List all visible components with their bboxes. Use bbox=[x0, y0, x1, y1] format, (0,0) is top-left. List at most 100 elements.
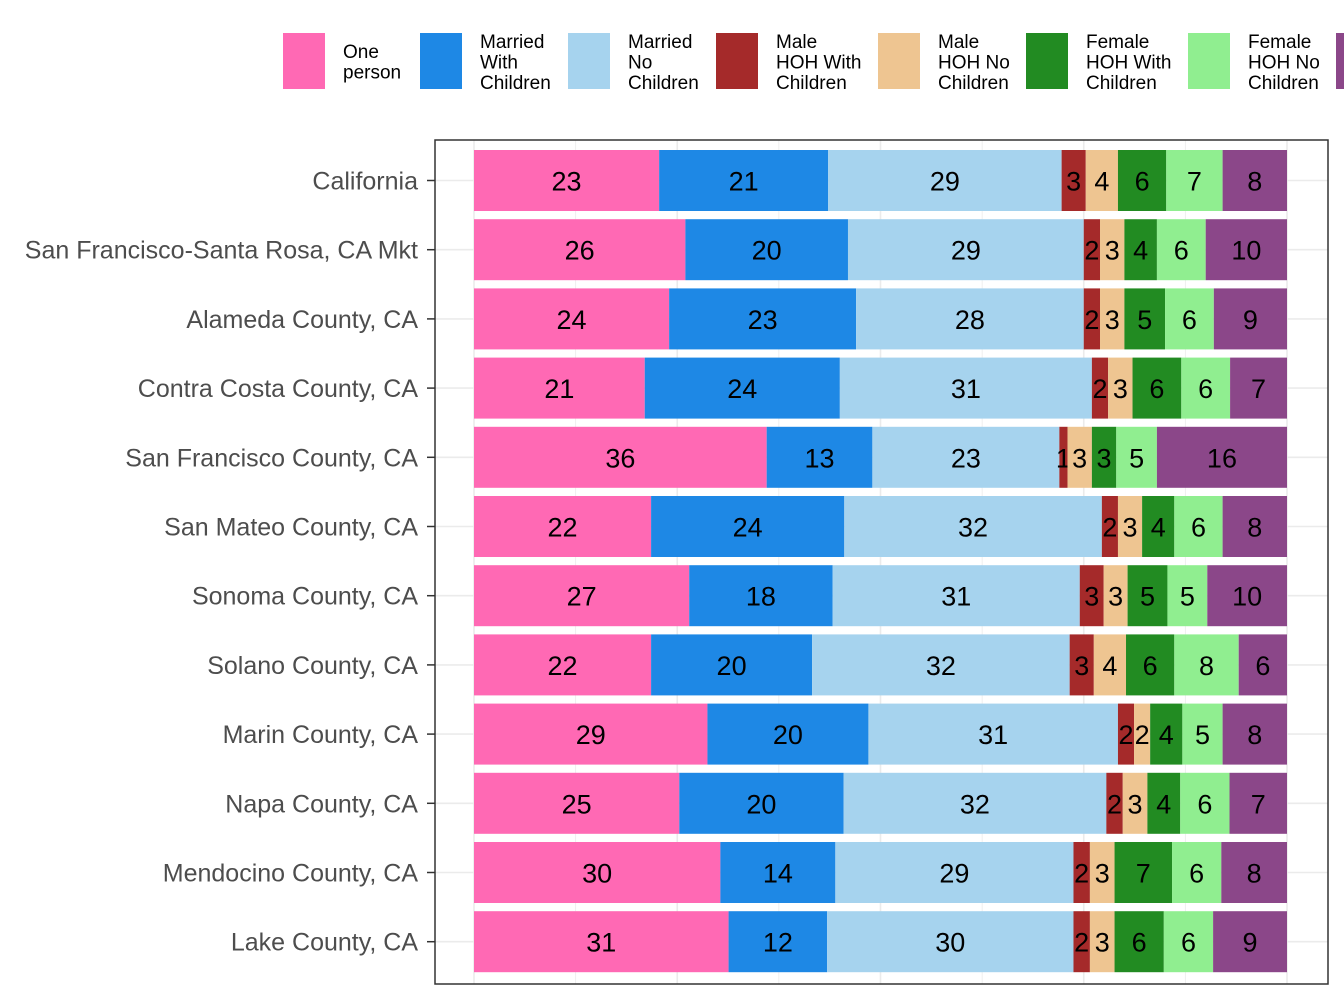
bar-segment-series-8-san-francisco-county-ca bbox=[1156, 426, 1287, 488]
data-label: 23 bbox=[951, 443, 981, 473]
data-label: 5 bbox=[1129, 443, 1144, 473]
data-label: 7 bbox=[1136, 859, 1151, 889]
data-label: 1 bbox=[1056, 443, 1071, 473]
bar-segment-female-hoh-no-children-sonoma-county-ca bbox=[1167, 565, 1208, 627]
data-label: 6 bbox=[1181, 928, 1196, 958]
data-label: 5 bbox=[1195, 720, 1210, 750]
bar-segment-married-with-children-marin-county-ca bbox=[707, 703, 869, 765]
bar-segment-female-hoh-with-children-san-francisco-santa-rosa-ca-mkt bbox=[1124, 219, 1157, 281]
bar-segment-series-8-san-mateo-county-ca bbox=[1222, 496, 1287, 557]
data-label: 2 bbox=[1084, 236, 1099, 266]
data-label: 31 bbox=[951, 374, 981, 404]
data-label: 2 bbox=[1107, 789, 1122, 819]
data-label: 3 bbox=[1066, 167, 1081, 197]
bar-segment-married-no-children-san-francisco-county-ca bbox=[872, 426, 1060, 488]
bar-segment-female-hoh-no-children-san-francisco-county-ca bbox=[1116, 426, 1157, 488]
bar-segment-married-with-children-lake-county-ca bbox=[728, 911, 828, 973]
legend-label: Children bbox=[776, 73, 847, 94]
bar-segment-one-person-san-francisco-santa-rosa-ca-mkt bbox=[474, 219, 686, 281]
data-label: 24 bbox=[733, 513, 763, 543]
y-tick-label: Lake County, CA bbox=[231, 929, 418, 957]
bar-segment-series-8-contra-costa-county-ca bbox=[1230, 357, 1287, 419]
data-label: 8 bbox=[1247, 513, 1262, 543]
data-label: 6 bbox=[1191, 513, 1206, 543]
bar-segment-one-person-mendocino-county-ca bbox=[474, 842, 721, 903]
legend-key-female-hoh-no-children bbox=[1188, 33, 1230, 89]
bar-segment-one-person-san-francisco-county-ca bbox=[474, 426, 767, 488]
legend-key-married-with-children bbox=[420, 33, 462, 89]
data-label: 3 bbox=[1072, 443, 1087, 473]
bar-segment-male-hoh-with-children-san-mateo-county-ca bbox=[1101, 496, 1118, 557]
data-label: 4 bbox=[1156, 789, 1171, 819]
data-label: 2 bbox=[1135, 720, 1150, 750]
data-label: 13 bbox=[805, 443, 835, 473]
legend-key-female-hoh-with-children bbox=[1026, 33, 1068, 89]
data-label: 28 bbox=[955, 305, 985, 335]
bar-segment-married-no-children-solano-county-ca bbox=[812, 634, 1070, 696]
bar-segment-female-hoh-no-children-lake-county-ca bbox=[1163, 911, 1214, 973]
legend-key-male-hoh-no-children bbox=[878, 33, 920, 89]
bar-segment-married-with-children-solano-county-ca bbox=[651, 634, 813, 696]
data-label: 3 bbox=[1074, 651, 1089, 681]
bar-segment-series-8-napa-county-ca bbox=[1229, 772, 1287, 834]
data-label: 29 bbox=[930, 167, 960, 197]
data-label: 8 bbox=[1247, 859, 1262, 889]
bar-segment-male-hoh-no-children-california bbox=[1085, 150, 1118, 211]
bar-segment-male-hoh-with-children-california bbox=[1061, 150, 1086, 211]
data-label: 10 bbox=[1232, 582, 1262, 612]
bar-segment-male-hoh-no-children-san-francisco-county-ca bbox=[1067, 426, 1092, 488]
y-tick-label: Sonoma County, CA bbox=[192, 583, 418, 611]
data-label: 3 bbox=[1108, 582, 1123, 612]
bar-segment-male-hoh-with-children-lake-county-ca bbox=[1073, 911, 1090, 973]
data-label: 3 bbox=[1123, 513, 1138, 543]
legend-label: Married bbox=[628, 32, 692, 53]
bar-segment-male-hoh-no-children-solano-county-ca bbox=[1093, 634, 1127, 696]
bar-segment-series-8-california bbox=[1222, 150, 1287, 211]
data-label: 25 bbox=[562, 789, 592, 819]
bar-segment-married-with-children-san-mateo-county-ca bbox=[651, 496, 845, 557]
data-label: 6 bbox=[1197, 789, 1212, 819]
y-tick-label: San Francisco-Santa Rosa, CA Mkt bbox=[25, 237, 418, 265]
bar-segment-married-no-children-contra-costa-county-ca bbox=[839, 357, 1092, 419]
bar-segment-series-8-sonoma-county-ca bbox=[1207, 565, 1287, 627]
data-label: 6 bbox=[1132, 928, 1147, 958]
data-label: 3 bbox=[1113, 374, 1128, 404]
data-label: 29 bbox=[576, 720, 606, 750]
data-label: 32 bbox=[926, 651, 956, 681]
data-label: 3 bbox=[1095, 928, 1110, 958]
data-label: 6 bbox=[1182, 305, 1197, 335]
bar-segment-male-hoh-no-children-sonoma-county-ca bbox=[1103, 565, 1128, 627]
bar-segment-male-hoh-with-children-alameda-county-ca bbox=[1083, 288, 1101, 350]
bar-segment-one-person-sonoma-county-ca bbox=[474, 565, 690, 627]
data-label: 36 bbox=[605, 443, 635, 473]
bar-segment-married-no-children-mendocino-county-ca bbox=[835, 842, 1074, 903]
bar-segment-male-hoh-with-children-sonoma-county-ca bbox=[1079, 565, 1104, 627]
bar-segment-male-hoh-with-children-napa-county-ca bbox=[1106, 772, 1123, 834]
data-label: 27 bbox=[567, 582, 597, 612]
data-label: 7 bbox=[1251, 374, 1266, 404]
data-label: 9 bbox=[1243, 305, 1258, 335]
bar-segment-male-hoh-no-children-lake-county-ca bbox=[1089, 911, 1115, 973]
bar-segment-male-hoh-no-children-mendocino-county-ca bbox=[1089, 842, 1115, 903]
data-label: 21 bbox=[729, 167, 759, 197]
bar-segment-one-person-marin-county-ca bbox=[474, 703, 708, 765]
data-label: 22 bbox=[548, 651, 578, 681]
legend-key-series-8 bbox=[1336, 33, 1344, 89]
data-label: 30 bbox=[582, 859, 612, 889]
data-label: 20 bbox=[773, 720, 803, 750]
data-label: 16 bbox=[1207, 443, 1237, 473]
bar-segment-female-hoh-with-children-lake-county-ca bbox=[1114, 911, 1164, 973]
bar-segment-male-hoh-no-children-marin-county-ca bbox=[1134, 703, 1151, 765]
bar-segment-female-hoh-with-children-san-francisco-county-ca bbox=[1091, 426, 1117, 488]
data-label: 3 bbox=[1128, 789, 1143, 819]
data-label: 3 bbox=[1084, 582, 1099, 612]
bar-segment-married-no-children-san-mateo-county-ca bbox=[844, 496, 1102, 557]
legend-label: HOH With bbox=[1086, 53, 1172, 74]
bar-segment-married-with-children-contra-costa-county-ca bbox=[644, 357, 840, 419]
legend-label: Children bbox=[480, 73, 551, 94]
y-tick-label: Marin County, CA bbox=[223, 721, 419, 749]
bar-segment-married-with-children-mendocino-county-ca bbox=[720, 842, 836, 903]
legend-label: Female bbox=[1248, 32, 1311, 53]
bar-segment-female-hoh-no-children-marin-county-ca bbox=[1182, 703, 1223, 765]
data-label: 5 bbox=[1140, 582, 1155, 612]
